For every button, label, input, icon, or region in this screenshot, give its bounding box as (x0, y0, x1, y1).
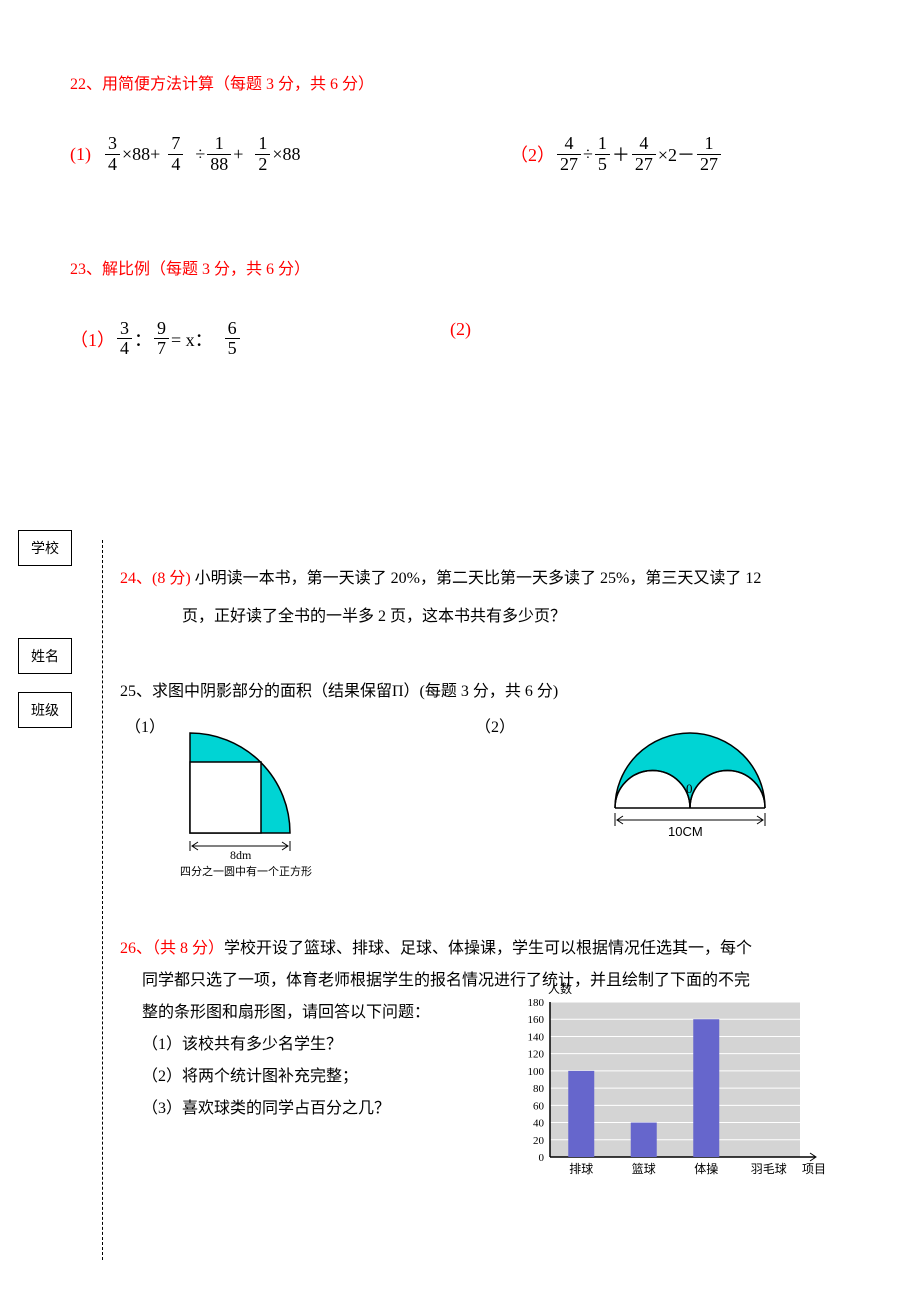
q23-problem1: （1） 34 ： 97 = x： 65 (70, 319, 450, 360)
name-box: 姓名 (18, 638, 72, 674)
svg-text:60: 60 (533, 1100, 545, 1112)
side-boxes: 学校 姓名 班级 (18, 530, 72, 800)
school-box: 学校 (18, 530, 72, 566)
q25: 25、求图中阴影部分的面积（结果保留Π）(每题 3 分，共 6 分) （1） 8… (120, 677, 890, 903)
q26-sub3: （3）喜欢球类的同学占百分之几？ (120, 1093, 510, 1125)
q25-figure2: 0 10CM (600, 728, 800, 868)
q24-text1: 小明读一本书，第一天读了 20%，第二天比第一天多读了 25%，第三天又读了 1… (191, 570, 762, 587)
q26-sub1: （1）该校共有多少名学生？ (120, 1029, 510, 1061)
q23-p1-label: （1） (70, 326, 115, 352)
svg-text:0: 0 (539, 1152, 545, 1164)
q22-p2-label: （2） (510, 141, 555, 167)
q22-problem2: （2） 427 ÷ 15 ＋ 427 ×2－ 127 (510, 134, 723, 175)
q26-prefix: 26、（共 8 分） (120, 940, 224, 957)
q24-prefix: 24、(8 分) (120, 570, 191, 587)
fig2-center: 0 (686, 781, 693, 796)
svg-text:体操: 体操 (694, 1161, 718, 1176)
svg-text:80: 80 (533, 1083, 545, 1095)
q22-header: 22、用简便方法计算（每题 3 分，共 6 分） (70, 70, 890, 94)
svg-text:排球: 排球 (569, 1162, 593, 1176)
class-box: 班级 (18, 692, 72, 728)
svg-text:20: 20 (533, 1135, 545, 1147)
fig1-dim: 8dm (230, 848, 252, 862)
q26-text3: 整的条形图和扇形图，请回答以下问题： (120, 997, 510, 1029)
q24-text2: 页，正好读了全书的一半多 2 页，这本书共有多少页？ (120, 598, 890, 636)
q26-text1: 学校开设了篮球、排球、足球、体操课，学生可以根据情况任选其一，每个 (224, 940, 752, 957)
q23-problem2-label: (2) (450, 319, 471, 360)
q25-header: 25、求图中阴影部分的面积（结果保留Π）(每题 3 分，共 6 分) (120, 677, 890, 701)
chart-ylabel: 人数 (548, 977, 572, 1001)
q24: 24、(8 分) 小明读一本书，第一天读了 20%，第二天比第一天多读了 25%… (120, 560, 890, 637)
q25-fig2-label: （2） (475, 713, 515, 737)
svg-text:篮球: 篮球 (632, 1161, 656, 1176)
svg-text:100: 100 (528, 1066, 545, 1078)
q25-figure1: 8dm (180, 723, 340, 863)
svg-text:160: 160 (528, 1014, 545, 1026)
fig2-dim: 10CM (668, 824, 703, 839)
svg-text:140: 140 (528, 1031, 545, 1043)
cut-line (102, 540, 103, 1260)
q26-bar-chart: 人数 020406080100120140160180排球篮球体操羽毛球项目 (510, 997, 830, 1199)
svg-text:180: 180 (528, 997, 545, 1009)
q25-fig1-caption: 四分之一圆中有一个正方形 (180, 863, 312, 879)
svg-text:项目: 项目 (802, 1162, 826, 1176)
q25-fig1-label: （1） (125, 713, 165, 737)
svg-text:羽毛球: 羽毛球 (751, 1162, 787, 1176)
svg-text:40: 40 (533, 1117, 545, 1129)
q23-header: 23、解比例（每题 3 分，共 6 分） (70, 255, 890, 279)
q22-p1-label: (1) (70, 144, 91, 165)
svg-text:120: 120 (528, 1048, 545, 1060)
q26-text2: 同学都只选了一项，体育老师根据学生的报名情况进行了统计，并且绘制了下面的不完 (120, 965, 890, 997)
q26: 26、（共 8 分）学校开设了篮球、排球、足球、体操课，学生可以根据情况任选其一… (120, 933, 890, 1199)
q26-sub2: （2）将两个统计图补充完整； (120, 1061, 510, 1093)
q22-problem1: (1) 34 ×88+ 74 ÷ 188 + 12 ×88 (70, 134, 510, 175)
